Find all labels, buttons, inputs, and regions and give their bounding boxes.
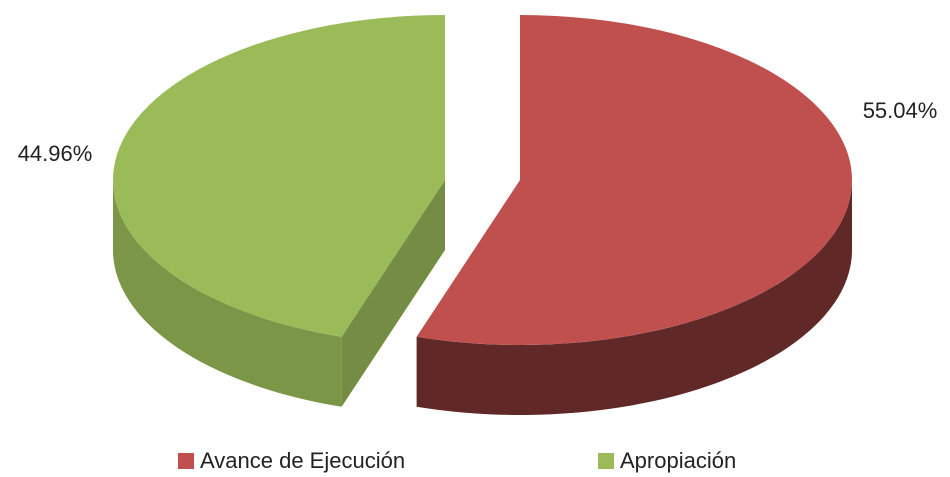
slice bbox=[113, 15, 446, 337]
slice-side bbox=[113, 180, 342, 407]
legend-label: Avance de Ejecución bbox=[200, 448, 405, 473]
slice-cut-face bbox=[341, 180, 445, 407]
data-label: 55.04% bbox=[863, 98, 938, 123]
legend-label: Apropiación bbox=[620, 448, 736, 473]
data-label: 44.96% bbox=[18, 141, 93, 166]
legend-swatch bbox=[178, 453, 194, 469]
slice bbox=[416, 15, 852, 345]
legend-swatch bbox=[598, 453, 614, 469]
slice-side bbox=[416, 180, 852, 415]
